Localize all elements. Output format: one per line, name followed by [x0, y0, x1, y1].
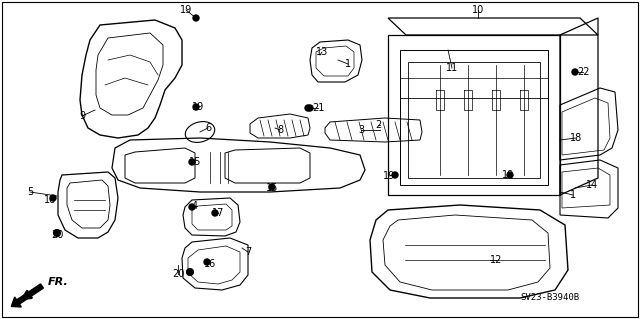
Circle shape: [56, 232, 58, 234]
Circle shape: [307, 105, 313, 111]
Text: 8: 8: [277, 125, 283, 135]
Text: 6: 6: [205, 123, 211, 133]
Text: 16: 16: [204, 259, 216, 269]
Text: 3: 3: [358, 125, 364, 135]
Text: SV23-B3940B: SV23-B3940B: [520, 293, 579, 302]
Text: 15: 15: [266, 183, 278, 193]
Text: 14: 14: [586, 180, 598, 190]
Circle shape: [187, 269, 193, 275]
Text: 20: 20: [51, 230, 63, 240]
Text: 18: 18: [570, 133, 582, 143]
Circle shape: [305, 105, 311, 111]
Circle shape: [572, 69, 578, 75]
Text: 11: 11: [446, 63, 458, 73]
Text: 1: 1: [345, 59, 351, 69]
Text: FR.: FR.: [48, 277, 68, 287]
Text: 1: 1: [570, 190, 576, 200]
Circle shape: [392, 172, 398, 178]
Circle shape: [193, 15, 199, 21]
Circle shape: [204, 259, 210, 265]
Text: 17: 17: [212, 208, 224, 218]
Circle shape: [507, 172, 513, 178]
Text: 22: 22: [577, 67, 589, 77]
Text: 19: 19: [192, 102, 204, 112]
Text: 2: 2: [375, 120, 381, 130]
Text: 12: 12: [490, 255, 502, 265]
Circle shape: [189, 204, 195, 210]
Circle shape: [189, 271, 191, 273]
Text: 7: 7: [245, 247, 251, 257]
Circle shape: [193, 104, 199, 110]
Circle shape: [54, 230, 60, 236]
Text: 13: 13: [316, 47, 328, 57]
Text: 15: 15: [189, 157, 201, 167]
Text: 21: 21: [312, 103, 324, 113]
Text: 4: 4: [192, 201, 198, 211]
Text: 19: 19: [383, 171, 395, 181]
Circle shape: [50, 195, 56, 201]
Circle shape: [189, 159, 195, 165]
Text: 19: 19: [502, 170, 514, 180]
Text: 20: 20: [172, 269, 184, 279]
Text: 16: 16: [44, 195, 56, 205]
Text: 10: 10: [472, 5, 484, 15]
Circle shape: [212, 210, 218, 216]
FancyArrow shape: [12, 284, 44, 307]
Text: 5: 5: [27, 187, 33, 197]
Circle shape: [269, 184, 275, 190]
Text: 9: 9: [79, 111, 85, 121]
Text: 19: 19: [180, 5, 192, 15]
